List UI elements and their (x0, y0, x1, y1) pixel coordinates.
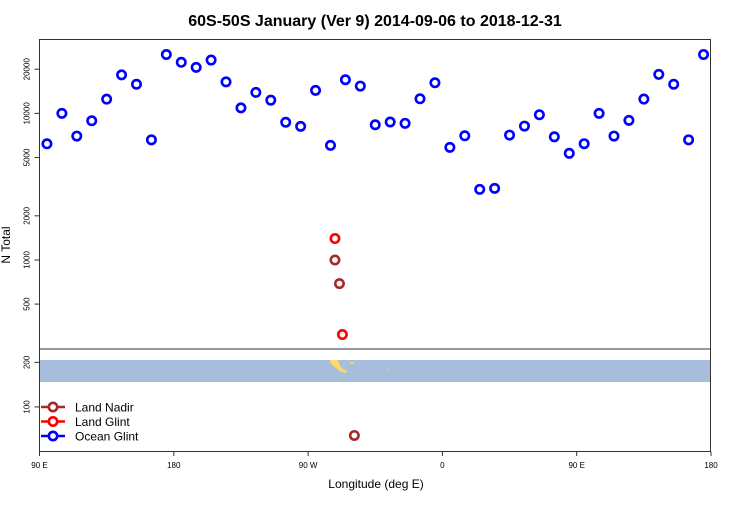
ocean-glint-point (563, 147, 575, 159)
land-nadir-point (333, 278, 345, 290)
ocean-glint-point (668, 78, 680, 90)
y-tick-label: 5000 (23, 148, 32, 166)
ocean-glint-point (101, 93, 113, 105)
legend-marker-land-glint (47, 415, 59, 427)
y-tick-label: 1000 (23, 251, 32, 269)
x-tick-label: 90 E (568, 461, 584, 470)
land-nadir-point (348, 429, 360, 441)
ocean-glint-point (593, 107, 605, 119)
ocean-glint-point (130, 78, 142, 90)
ocean-glint-point (369, 119, 381, 131)
ocean-glint-point (190, 61, 202, 73)
ocean-glint-point (250, 86, 262, 98)
legend-label-land-nadir: Land Nadir (75, 401, 134, 415)
plot-frame (39, 39, 711, 452)
x-tick-label: 0 (440, 461, 445, 470)
land-glint-point (336, 329, 348, 341)
ocean-glint-point (429, 77, 441, 89)
x-tick-label: 90 E (31, 461, 47, 470)
ocean-glint-point (578, 138, 590, 150)
legend-marker-land-nadir (47, 401, 59, 413)
ocean-glint-point (56, 107, 68, 119)
ocean-glint-point (548, 131, 560, 143)
y-tick-label: 100 (23, 400, 32, 414)
ocean-glint-point (698, 49, 710, 61)
x-tick-label: 180 (704, 461, 718, 470)
ocean-glint-point (324, 139, 336, 151)
ocean-glint-point (41, 138, 53, 150)
legend-label-land-glint: Land Glint (75, 415, 130, 429)
ocean-glint-point (414, 93, 426, 105)
ocean-glint-point (339, 74, 351, 86)
ocean-glint-point (280, 116, 292, 128)
ocean-glint-point (504, 129, 516, 141)
y-axis-label: N Total (0, 226, 13, 263)
ocean-glint-point (175, 56, 187, 68)
ocean-glint-point (489, 182, 501, 194)
land-glint-point (329, 233, 341, 245)
ocean-glint-point (295, 120, 307, 132)
ocean-glint-point (220, 76, 232, 88)
y-tick-label: 2000 (23, 206, 32, 224)
ocean-glint-point (71, 130, 83, 142)
ocean-glint-point (399, 117, 411, 129)
y-tick-label: 200 (23, 355, 32, 369)
y-tick-label: 20000 (23, 58, 32, 81)
y-tick-label: 10000 (23, 102, 32, 125)
map-strip (39, 360, 711, 382)
ocean-glint-point (608, 130, 620, 142)
x-tick-label: 90 W (299, 461, 318, 470)
ocean-glint-point (683, 134, 695, 146)
ocean-glint-point (86, 115, 98, 127)
map-land-islet (387, 369, 389, 371)
ocean-glint-point (310, 84, 322, 96)
map-ocean-band (39, 360, 711, 382)
x-axis-label: Longitude (deg E) (328, 477, 423, 491)
ocean-glint-point (265, 94, 277, 106)
ocean-glint-point (160, 49, 172, 61)
y-tick-label: 500 (23, 297, 32, 311)
ocean-glint-point (205, 54, 217, 66)
legend-label-ocean-glint: Ocean Glint (75, 430, 139, 444)
ocean-glint-point (638, 93, 650, 105)
legend-marker-ocean-glint (47, 430, 59, 442)
ocean-glint-point (518, 120, 530, 132)
ocean-glint-point (354, 80, 366, 92)
ocean-glint-point (653, 68, 665, 80)
map-land-south-america (330, 360, 347, 373)
land-nadir-point (329, 254, 341, 266)
ocean-glint-point (116, 69, 128, 81)
ocean-glint-point (623, 114, 635, 126)
ocean-glint-point (444, 141, 456, 153)
ocean-glint-point (474, 183, 486, 195)
ocean-glint-point (533, 109, 545, 121)
x-tick-label: 180 (167, 461, 181, 470)
ocean-glint-point (145, 134, 157, 146)
ocean-glint-point (459, 130, 471, 142)
ocean-glint-point (384, 116, 396, 128)
map-land-islands (350, 362, 354, 364)
ocean-glint-point (235, 102, 247, 114)
chart-title: 60S-50S January (Ver 9) 2014-09-06 to 20… (188, 13, 562, 30)
